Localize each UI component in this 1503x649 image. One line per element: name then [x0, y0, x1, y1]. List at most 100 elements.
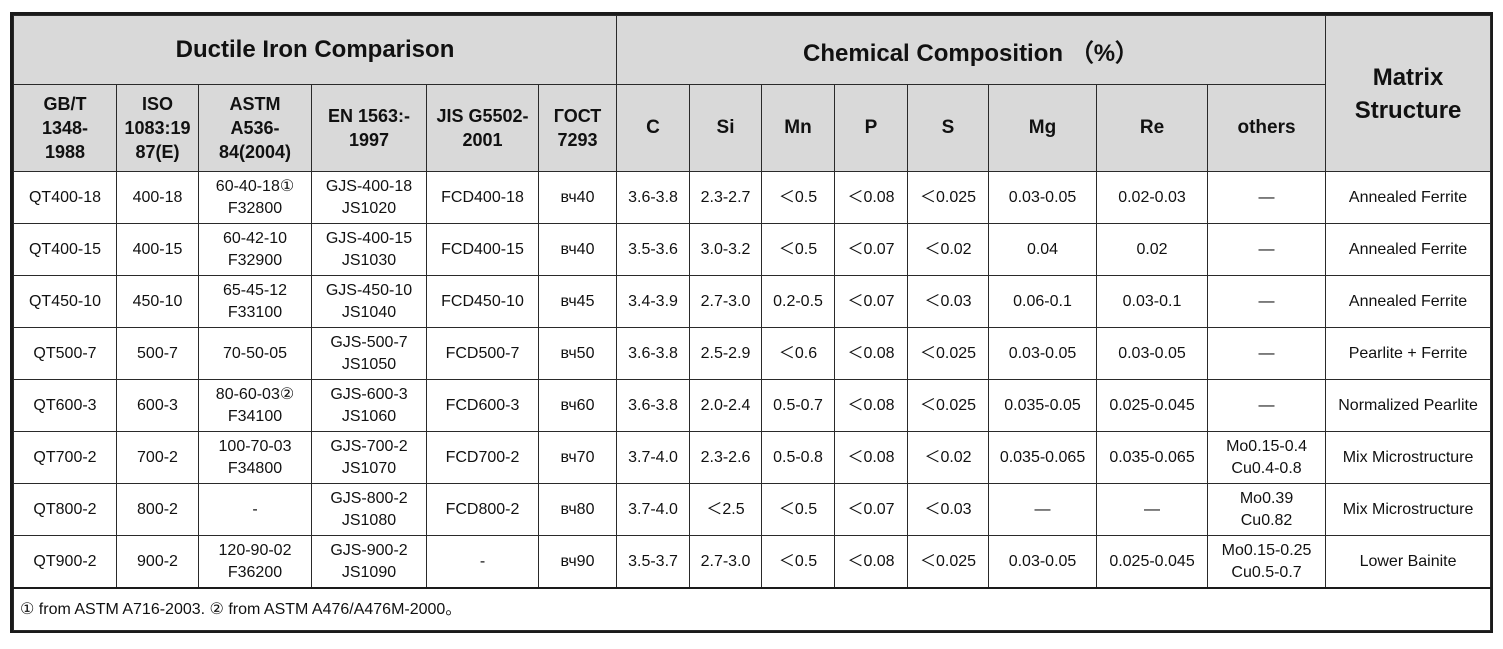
cell-gbt: QT450-10	[13, 275, 117, 328]
cell-gbt: QT400-18	[13, 171, 117, 224]
cell-mn: 0.5-0.7	[761, 379, 836, 432]
cell-c: 3.6-3.8	[616, 379, 691, 432]
cell-iso: 900-2	[116, 535, 199, 589]
cell-others: —	[1207, 327, 1327, 380]
cell-s: ＜0.025	[907, 535, 990, 589]
cell-si: 2.5-2.9	[689, 327, 763, 380]
cell-en: GJS-450-10 JS1040	[311, 275, 427, 328]
cell-mn: ＜0.5	[761, 223, 836, 276]
cell-matrix: Mix Microstructure	[1325, 431, 1492, 484]
table-row: QT800-2 800-2- GJS-800-2 JS1080 FCD800-2 вч8…	[13, 483, 1492, 536]
table-row: QT900-2 900-2 120-90-02 F36200 GJS-900-2 JS…	[13, 535, 1492, 589]
cell-gost: вч45	[537, 275, 618, 328]
cell-p: ＜0.07	[834, 275, 909, 328]
cell-re: 0.035-0.065	[1096, 431, 1209, 484]
cell-mg: 0.06-0.1	[988, 275, 1098, 328]
cell-c: 3.6-3.8	[616, 327, 691, 380]
cell-en: GJS-600-3 JS1060	[311, 379, 427, 432]
cell-others: Mo0.15-0.25 Cu0.5-0.7	[1207, 535, 1327, 589]
col-header-re: Re	[1096, 84, 1209, 172]
cell-gbt: QT500-7	[13, 327, 117, 380]
cell-matrix: Mix Microstructure	[1325, 483, 1492, 536]
cell-iso: 400-18	[116, 171, 199, 224]
cell-en: GJS-400-18 JS1020	[311, 171, 427, 224]
cell-gbt: QT800-2	[13, 483, 117, 536]
cell-gbt: QT900-2	[13, 535, 117, 589]
cell-si: 2.0-2.4	[689, 379, 763, 432]
cell-iso: 450-10	[116, 275, 199, 328]
cell-si: ＜2.5	[689, 483, 763, 536]
cell-si: 2.7-3.0	[689, 535, 763, 589]
cell-p: ＜0.08	[834, 535, 909, 589]
cell-re: —	[1096, 483, 1209, 536]
cell-p: ＜0.08	[834, 171, 909, 224]
cell-others: Mo0.39 Cu0.82	[1207, 483, 1327, 536]
chemical-composition-header: Chemical Composition （%）	[616, 15, 1327, 85]
cell-mg: 0.035-0.065	[988, 431, 1098, 484]
cell-mg: 0.035-0.05	[988, 379, 1098, 432]
ductile-iron-comparison-header: Ductile Iron Comparison	[12, 15, 618, 85]
cell-si: 2.7-3.0	[689, 275, 763, 328]
cell-iso: 600-3	[116, 379, 199, 432]
col-header-mg: Mg	[988, 84, 1098, 172]
matrix-structure-header: Matrix Structure	[1325, 15, 1492, 172]
col-header-jis: JIS G5502- 2001	[426, 84, 539, 172]
cell-jis: FCD800-2	[426, 483, 539, 536]
table-row: QT500-7 500-7 70-50-05 GJS-500-7 JS1050 FCD5…	[13, 327, 1492, 380]
cell-mn: ＜0.5	[761, 171, 836, 224]
table-row: QT450-10 450-10 65-45-12 F33100 GJS-450-10 …	[13, 275, 1492, 328]
cell-c: 3.4-3.9	[616, 275, 691, 328]
cell-mn: ＜0.6	[761, 327, 836, 380]
cell-astm: 70-50-05	[198, 327, 312, 380]
col-header-gost: ГОСТ 7293	[537, 84, 618, 172]
ductile-iron-table: Ductile Iron Comparison Chemical Composi…	[12, 15, 1492, 631]
cell-matrix: Lower Bainite	[1325, 535, 1492, 589]
cell-matrix: Annealed Ferrite	[1325, 223, 1492, 276]
cell-jis: FCD600-3	[426, 379, 539, 432]
cell-mg: 0.04	[988, 223, 1098, 276]
cell-mn: 0.5-0.8	[761, 431, 836, 484]
cell-iso: 500-7	[116, 327, 199, 380]
cell-en: GJS-900-2 JS1090	[311, 535, 427, 589]
comparison-table-frame: Ductile Iron Comparison Chemical Composi…	[10, 12, 1493, 633]
col-header-si: Si	[689, 84, 763, 172]
cell-jis: FCD400-15	[426, 223, 539, 276]
cell-matrix: Annealed Ferrite	[1325, 171, 1492, 224]
cell-astm: 60-40-18① F32800	[198, 171, 312, 224]
cell-s: ＜0.02	[907, 223, 990, 276]
cell-mg: 0.03-0.05	[988, 327, 1098, 380]
cell-en: GJS-500-7 JS1050	[311, 327, 427, 380]
cell-jis: FCD700-2	[426, 431, 539, 484]
cell-gost: вч40	[537, 171, 618, 224]
cell-p: ＜0.08	[834, 327, 909, 380]
table-body: QT400-18 400-18 60-40-18① F32800 GJS-400-18…	[13, 171, 1492, 589]
col-header-en: EN 1563:- 1997	[311, 84, 427, 172]
cell-p: ＜0.08	[834, 379, 909, 432]
cell-s: ＜0.03	[907, 483, 990, 536]
cell-mg: —	[988, 483, 1098, 536]
cell-re: 0.03-0.05	[1096, 327, 1209, 380]
cell-gost: вч90	[537, 535, 618, 589]
col-header-others: others	[1207, 84, 1327, 172]
cell-c: 3.7-4.0	[616, 431, 691, 484]
table-row: QT700-2 700-2 100-70-03 F34800 GJS-700-2 JS…	[13, 431, 1492, 484]
cell-re: 0.025-0.045	[1096, 535, 1209, 589]
cell-mn: 0.2-0.5	[761, 275, 836, 328]
cell-iso: 400-15	[116, 223, 199, 276]
cell-jis: FCD400-18	[426, 171, 539, 224]
col-header-astm: ASTM A536- 84(2004)	[198, 84, 312, 172]
cell-gbt: QT700-2	[13, 431, 117, 484]
cell-gbt: QT400-15	[13, 223, 117, 276]
cell-mn: ＜0.5	[761, 535, 836, 589]
cell-gost: вч50	[537, 327, 618, 380]
cell-p: ＜0.07	[834, 223, 909, 276]
cell-others: Mo0.15-0.4 Cu0.4-0.8	[1207, 431, 1327, 484]
cell-matrix: Pearlite + Ferrite	[1325, 327, 1492, 380]
cell-en: GJS-700-2 JS1070	[311, 431, 427, 484]
cell-gost: вч70	[537, 431, 618, 484]
cell-gost: вч40	[537, 223, 618, 276]
cell-mg: 0.03-0.05	[988, 535, 1098, 589]
cell-jis: FCD450-10	[426, 275, 539, 328]
table-row: QT600-3 600-3 80-60-03② F34100 GJS-600-3 JS…	[13, 379, 1492, 432]
cell-others: —	[1207, 379, 1327, 432]
